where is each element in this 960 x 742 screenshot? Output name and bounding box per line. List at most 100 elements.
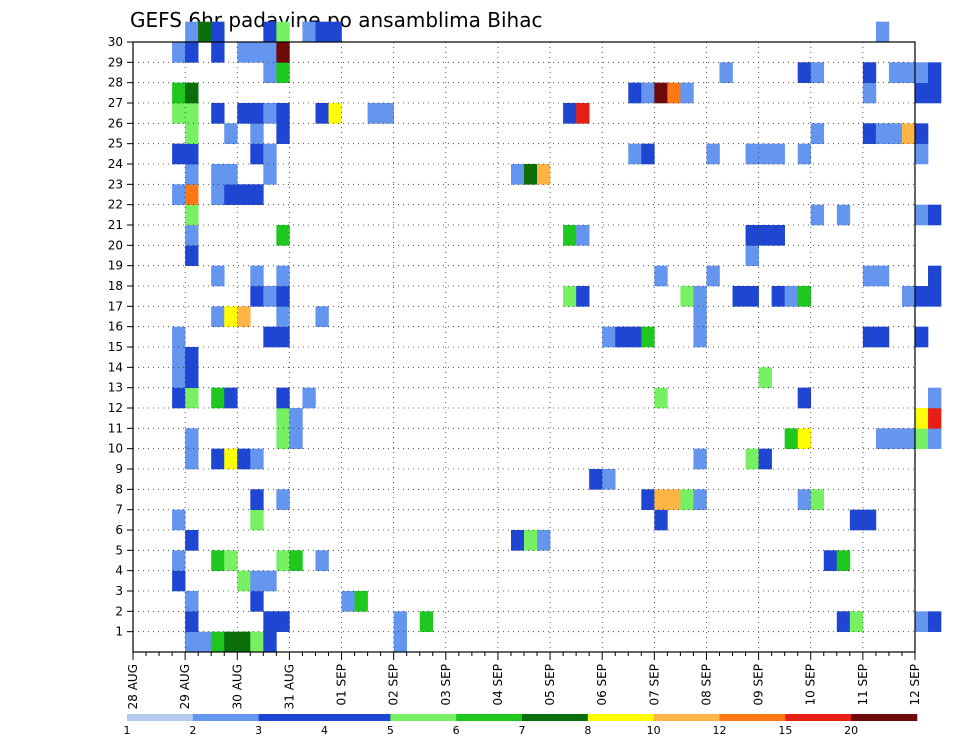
heatmap-cell	[263, 21, 277, 43]
y-tick-label: 7	[115, 503, 123, 517]
heatmap-cell	[185, 21, 199, 43]
heatmap-cell	[263, 143, 277, 165]
heatmap-cell	[328, 21, 342, 43]
heatmap-cell	[185, 448, 199, 470]
heatmap-cell	[185, 367, 199, 388]
y-tick-labels: 1234567891011121314151617181920212223242…	[108, 35, 123, 639]
heatmap-cell	[915, 428, 929, 449]
heatmap-cell	[224, 123, 238, 144]
heatmap-cell	[901, 428, 916, 449]
heatmap-cell	[276, 286, 290, 307]
heatmap-cell	[393, 611, 407, 632]
heatmap-cell	[758, 225, 772, 246]
heatmap-cell	[276, 42, 290, 63]
colorbar-swatch	[456, 714, 523, 721]
colorbar-label: 10	[647, 724, 661, 737]
heatmap-cell	[185, 42, 199, 63]
heatmap-cell	[185, 123, 199, 144]
heatmap-cell	[875, 21, 890, 43]
heatmap-cell	[354, 591, 368, 612]
heatmap-cell	[276, 265, 290, 287]
heatmap-cell	[758, 448, 772, 470]
x-tick-label: 09 SEP	[752, 664, 766, 706]
heatmap-cell	[745, 245, 759, 266]
heatmap-cell	[172, 347, 186, 368]
heatmap-cell	[537, 530, 551, 551]
heatmap-cell	[784, 286, 798, 307]
x-tick-label: 01 SEP	[335, 664, 349, 706]
heatmap-cell	[185, 591, 199, 612]
heatmap-cell	[680, 286, 694, 307]
heatmap-cell	[185, 530, 199, 551]
heatmap-cell	[172, 550, 186, 571]
heatmap-cell	[771, 225, 785, 246]
heatmap-cell	[576, 225, 590, 246]
colorbar-swatch	[127, 714, 194, 721]
x-tick-label: 30 AUG	[230, 664, 244, 709]
heatmap-cell	[198, 631, 212, 653]
heatmap-cell	[654, 489, 668, 510]
x-tick-label: 29 AUG	[178, 664, 192, 709]
heatmap-cell	[315, 550, 329, 571]
heatmap-cell	[862, 509, 877, 531]
heatmap-cell	[250, 123, 264, 144]
y-tick-label: 19	[108, 259, 123, 273]
heatmap-cell	[563, 225, 577, 246]
heatmap-cell	[797, 62, 812, 83]
heatmap-cell	[667, 489, 681, 510]
heatmap-cell	[237, 103, 251, 124]
heatmap-cell	[276, 428, 290, 449]
x-tick-label: 12 SEP	[908, 664, 922, 706]
heatmap-cell	[537, 164, 551, 185]
heatmap-cell	[250, 489, 264, 510]
y-tick-label: 9	[115, 462, 123, 476]
heatmap-cell	[276, 62, 290, 83]
heatmap-cell	[250, 448, 264, 470]
heatmap-cell	[302, 387, 316, 409]
heatmap-cell	[224, 184, 238, 205]
heatmap-cell	[602, 469, 616, 490]
heatmap-cell	[289, 550, 303, 571]
heatmap-cell	[315, 306, 329, 327]
colorbar-swatch	[653, 714, 720, 721]
heatmap-cell	[901, 62, 916, 83]
colorbar-label: 8	[584, 724, 591, 737]
heatmap-cell	[263, 164, 277, 185]
x-tick-label: 28 AUG	[126, 664, 140, 709]
heatmap-cell	[641, 326, 655, 348]
y-tick-label: 4	[115, 564, 123, 578]
heatmap-cell	[185, 387, 199, 409]
heatmap-cell	[915, 286, 929, 307]
y-tick-label: 8	[115, 482, 123, 496]
heatmap-cell	[928, 428, 942, 449]
heatmap-cell	[797, 489, 812, 510]
heatmap-cell	[589, 469, 603, 490]
heatmap-cell	[836, 550, 851, 571]
y-tick-label: 10	[108, 442, 123, 456]
heatmap-cell	[367, 103, 381, 124]
colorbar-label: 20	[844, 724, 858, 737]
colorbar-swatch	[587, 714, 654, 721]
heatmap-cell	[250, 286, 264, 307]
heatmap-cell	[915, 82, 929, 104]
heatmap-cell	[224, 164, 238, 185]
heatmap-cell	[276, 408, 290, 429]
heatmap-cell	[263, 42, 277, 63]
heatmap-cell	[263, 103, 277, 124]
y-tick-label: 22	[108, 198, 123, 212]
heatmap-cell	[849, 611, 864, 632]
heatmap-cell	[563, 103, 577, 124]
y-tick-label: 13	[108, 381, 123, 395]
heatmap-cell	[185, 204, 199, 226]
grid-lines	[133, 42, 915, 652]
heatmap-cell	[888, 428, 903, 449]
colorbar-label: 12	[713, 724, 727, 737]
heatmap-cell	[810, 62, 825, 83]
heatmap-cell	[928, 387, 942, 409]
y-tick-label: 21	[108, 218, 123, 232]
y-tick-label: 20	[108, 238, 123, 252]
heatmap-cell	[524, 164, 538, 185]
heatmap-cell	[823, 550, 838, 571]
heatmap-cell	[198, 21, 212, 43]
heatmap-cell	[250, 42, 264, 63]
